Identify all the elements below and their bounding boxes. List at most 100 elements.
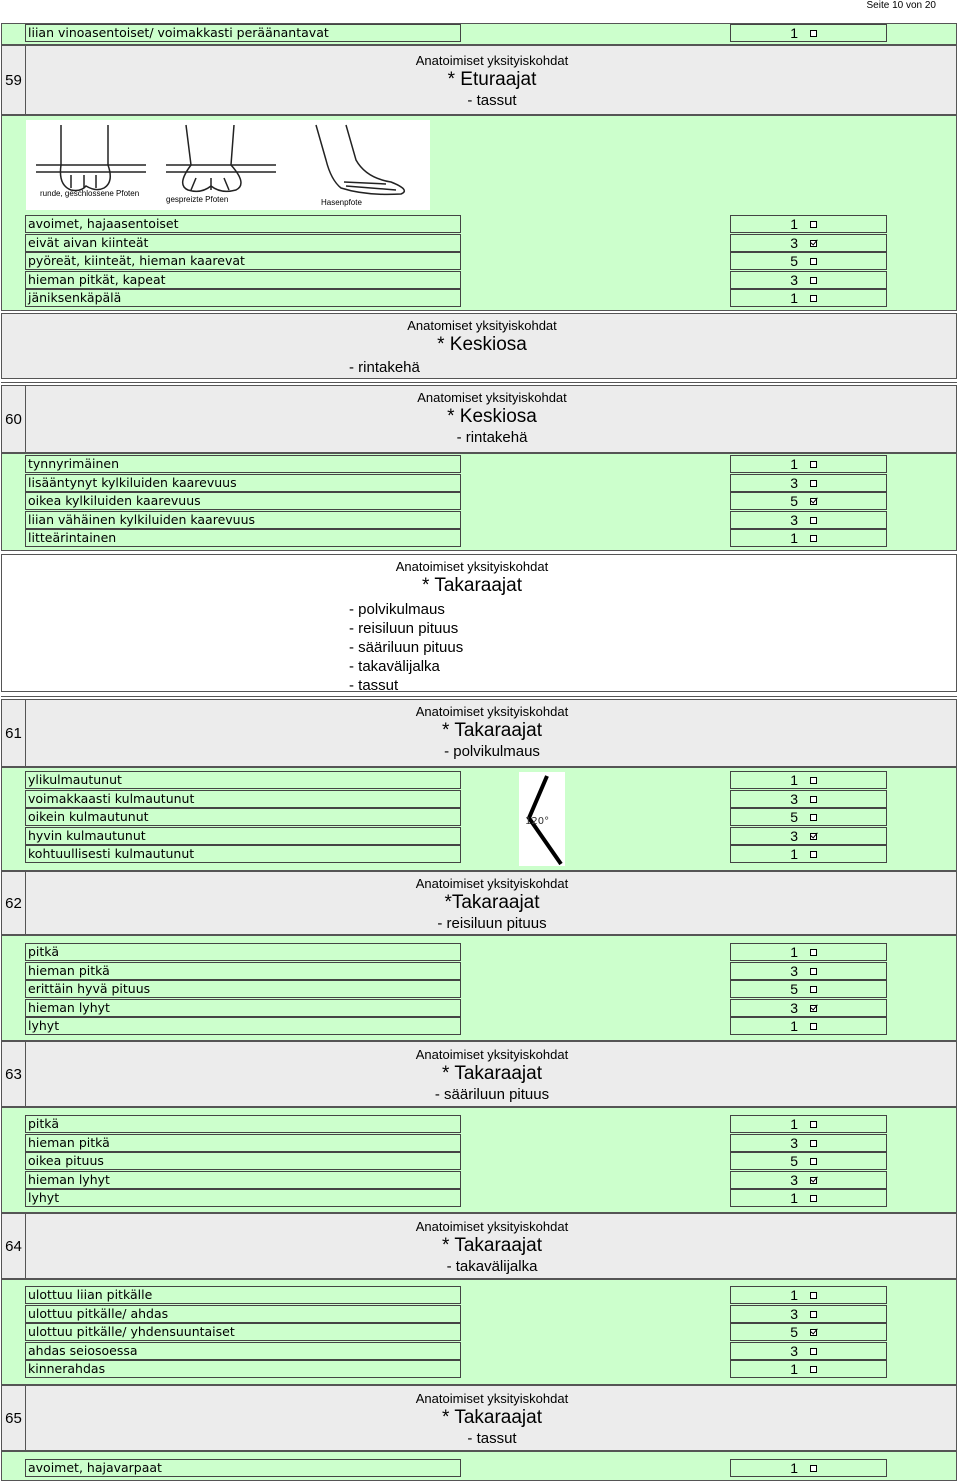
section-small-heading: Anatoimiset yksityiskohdat	[415, 876, 569, 891]
intro-keskiosa: Anatomiset yksityiskohdat * Keskiosa - r…	[1, 313, 957, 379]
option-score: 3	[790, 790, 798, 807]
checkbox[interactable]	[810, 795, 817, 803]
option-score-cell: 1	[730, 289, 887, 307]
checked-checkbox[interactable]	[810, 498, 817, 505]
checkbox[interactable]	[810, 1310, 817, 1318]
checkbox[interactable]	[810, 30, 817, 37]
option-label: ylikulmautunut	[25, 771, 461, 789]
option-score: 3	[790, 474, 798, 491]
section-heading: Anatoimiset yksityiskohdat * Takaraajat …	[302, 1046, 682, 1104]
checkbox[interactable]	[810, 814, 817, 821]
section-title: * Eturaajat	[447, 69, 537, 90]
section-small-heading: Anatomiset yksityiskohdat	[417, 390, 567, 405]
option-score: 3	[790, 1305, 798, 1322]
option-score: 1	[790, 25, 798, 41]
checked-checkbox[interactable]	[810, 1329, 817, 1336]
checkbox[interactable]	[810, 461, 817, 468]
checkbox[interactable]	[810, 986, 817, 993]
section-number: 65	[2, 1386, 26, 1450]
option-label: lyhyt	[25, 1189, 461, 1207]
checkbox[interactable]	[810, 1292, 817, 1299]
checkbox[interactable]	[810, 516, 817, 524]
section-number: 59	[2, 46, 26, 114]
option-score-cell: 3	[730, 510, 887, 529]
section-title: *Takaraajat	[444, 892, 540, 913]
checked-checkbox[interactable]	[810, 832, 817, 840]
option-score-cell: 1	[730, 455, 887, 473]
checkbox[interactable]	[810, 1366, 817, 1373]
checkbox[interactable]	[810, 1023, 817, 1030]
option-score: 1	[790, 216, 798, 232]
option-label: pitkä	[25, 1115, 461, 1133]
checkbox[interactable]	[810, 1195, 817, 1202]
option-score: 5	[790, 981, 798, 997]
option-label: litteärintainen	[25, 529, 461, 547]
checkbox[interactable]	[810, 1158, 817, 1165]
option-score-cell: 3	[730, 473, 887, 492]
option-score: 1	[790, 944, 798, 960]
checkbox[interactable]	[810, 1121, 817, 1128]
option-score-cell: 3	[730, 961, 887, 980]
section-title: * Takaraajat	[442, 1063, 542, 1084]
checkbox[interactable]	[810, 777, 817, 784]
option-score: 1	[790, 1116, 798, 1132]
checkbox[interactable]	[810, 949, 817, 956]
section-subtitle: - takavälijalka	[446, 1258, 538, 1275]
option-score: 3	[790, 962, 798, 979]
option-score-cell: 5	[730, 252, 887, 270]
option-score: 3	[790, 827, 798, 844]
option-label: avoimet, hajavarpaat	[25, 1459, 461, 1477]
section-heading: Anatoimiset yksityiskohdat *Takaraajat -…	[302, 875, 682, 933]
checked-checkbox[interactable]	[810, 239, 817, 247]
checkbox[interactable]	[810, 535, 817, 542]
option-score-cell: 5	[730, 492, 887, 510]
option-score-cell: 1	[730, 1286, 887, 1304]
option-label: oikea kylkiluiden kaarevuus	[25, 492, 461, 510]
option-score-cell: 5	[730, 1323, 887, 1341]
option-score: 1	[790, 772, 798, 788]
option-label: hieman pitkä	[25, 1133, 461, 1152]
option-score: 5	[790, 809, 798, 825]
section-65-header: 65 Anatoimiset yksityiskohdat * Takaraaj…	[1, 1385, 957, 1451]
page-number: Seite 10 von 20	[866, 0, 937, 11]
checkbox[interactable]	[810, 1347, 817, 1355]
section-number: 62	[2, 872, 26, 934]
paw-drawing: runde, geschlossene Pfoten gespreizte Pf…	[36, 124, 406, 207]
checkbox[interactable]	[810, 258, 817, 265]
option-label: ulottuu pitkälle/ yhdensuuntaiset	[25, 1323, 461, 1341]
checked-checkbox[interactable]	[810, 1176, 817, 1184]
option-score-cell: 1	[730, 24, 887, 42]
intro-takaraajat: Anatoimiset yksityiskohdat * Takaraajat …	[1, 554, 957, 695]
section-title: * Takaraajat	[442, 1407, 542, 1428]
checkbox[interactable]	[810, 967, 817, 975]
section-subtitle: - polvikulmaus	[444, 743, 540, 760]
checkbox[interactable]	[810, 295, 817, 302]
option-score: 1	[790, 530, 798, 546]
option-score-cell: 5	[730, 1152, 887, 1170]
intro-sub-list: - polvikulmaus - reisiluun pituus - säär…	[349, 600, 463, 695]
section-subtitle: - sääriluun pituus	[434, 1086, 550, 1103]
intro-title: * Takaraajat	[422, 575, 522, 596]
section-62-header: 62 Anatoimiset yksityiskohdat *Takaraaja…	[1, 871, 957, 935]
option-score: 3	[790, 1134, 798, 1151]
paw-illustration: runde, geschlossene Pfoten gespreizte Pf…	[26, 120, 430, 210]
option-score-cell: 3	[730, 826, 887, 845]
checkbox[interactable]	[810, 276, 817, 284]
section-heading: Anatoimiset yksityiskohdat * Takaraajat …	[302, 1218, 682, 1276]
option-label: tynnyrimäinen	[25, 455, 461, 473]
option-score-cell: 3	[730, 1341, 887, 1360]
section-small-heading: Anatoimiset yksityiskohdat	[415, 1391, 569, 1406]
option-label: kohtuullisesti kulmautunut	[25, 845, 461, 863]
option-label: avoimet, hajaasentoiset	[25, 215, 461, 233]
angle-label: 120°	[525, 816, 549, 827]
checkbox[interactable]	[810, 1139, 817, 1147]
checked-checkbox[interactable]	[810, 1004, 817, 1012]
option-label: erittäin hyvä pituus	[25, 980, 461, 998]
checkbox[interactable]	[810, 479, 817, 487]
checkbox[interactable]	[810, 1465, 817, 1472]
checkbox[interactable]	[810, 221, 817, 228]
intro-small-heading: Anatomiset yksityiskohdat	[407, 318, 557, 333]
option-score-cell: 1	[730, 771, 887, 789]
checkbox[interactable]	[810, 851, 817, 858]
section-heading: Anatoimiset yksityiskohdat * Takaraajat …	[302, 1390, 682, 1448]
